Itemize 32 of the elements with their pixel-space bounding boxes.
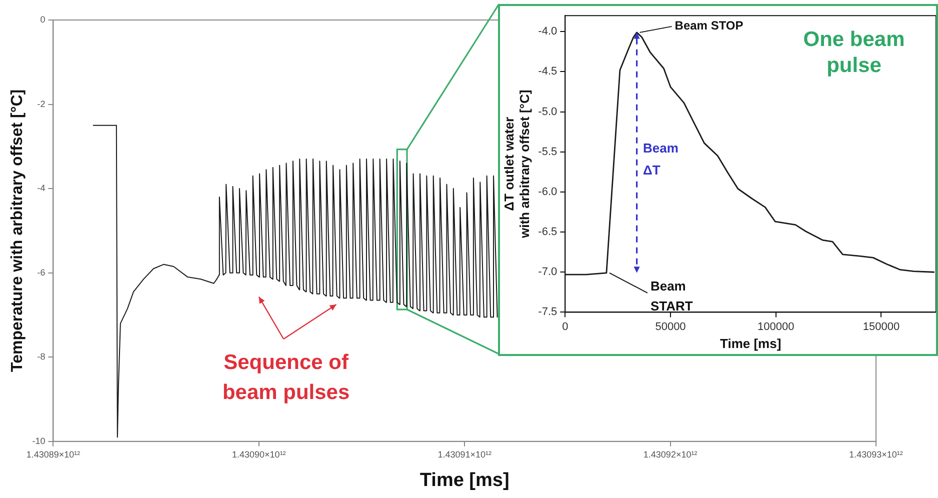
- y-tick-label: -4: [37, 183, 46, 194]
- x-tick-label: 50000: [655, 320, 686, 333]
- y-tick-label: -6: [37, 267, 46, 278]
- x-axis-title: Time [ms]: [720, 336, 782, 351]
- y-tick-label: -8: [37, 352, 46, 362]
- x-tick-label: 1.43090×10¹²: [232, 449, 286, 460]
- x-tick-label: 100000: [758, 320, 794, 333]
- y-tick-label: -6.5: [538, 226, 558, 238]
- y-tick-label: -6.0: [538, 186, 558, 198]
- annotation: Beam ΔT: [643, 140, 678, 178]
- annotation: Beam STOP: [674, 18, 744, 33]
- x-tick-label: 1.43092×10¹²: [643, 449, 698, 460]
- text: One beam pulse: [803, 28, 905, 77]
- x-axis-title: Time [ms]: [420, 470, 510, 491]
- x-tick-label: 0: [562, 320, 568, 333]
- annotation: Sequence of beam pulses: [222, 351, 350, 404]
- y-tick-label: -7.5: [538, 306, 558, 318]
- y-tick-label: -5.5: [538, 146, 558, 158]
- x-tick-label: 1.43093×10¹²: [849, 449, 903, 460]
- y-tick-label: -7.0: [538, 266, 558, 278]
- y-tick-label: -10: [32, 436, 46, 446]
- y-axis-title: ΔT outlet water with arbitrary offset [°C]: [501, 90, 532, 240]
- y-tick-label: 0: [40, 14, 46, 24]
- y-tick-label: -5.0: [538, 106, 558, 118]
- x-tick-label: 1.43089×10¹²: [26, 449, 80, 460]
- annotation: Beam START: [650, 278, 693, 314]
- y-tick-label: -4.5: [538, 66, 558, 78]
- y-tick-label: -2: [37, 98, 46, 109]
- y-tick-label: -4.0: [538, 26, 558, 38]
- x-tick-label: 1.43091×10¹²: [438, 449, 492, 460]
- y-axis-title: Temperature with arbitrary offset [°C]: [9, 89, 26, 372]
- x-tick-label: 150000: [862, 320, 900, 333]
